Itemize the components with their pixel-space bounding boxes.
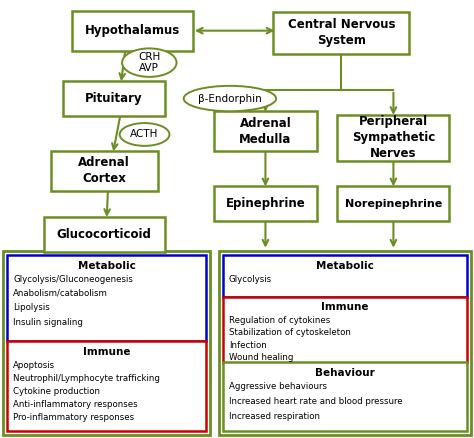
FancyBboxPatch shape bbox=[337, 186, 449, 222]
FancyBboxPatch shape bbox=[63, 81, 165, 116]
Text: Adrenal
Medulla: Adrenal Medulla bbox=[239, 117, 292, 146]
Text: Aggressive behaviours: Aggressive behaviours bbox=[229, 382, 327, 391]
Text: Insulin signaling: Insulin signaling bbox=[13, 318, 83, 327]
FancyBboxPatch shape bbox=[223, 255, 467, 297]
FancyBboxPatch shape bbox=[337, 115, 449, 161]
Text: Wound healing: Wound healing bbox=[229, 353, 293, 362]
Text: Immune: Immune bbox=[321, 303, 369, 312]
Ellipse shape bbox=[183, 86, 276, 111]
Text: Cytokine production: Cytokine production bbox=[13, 387, 100, 396]
Text: Infection: Infection bbox=[229, 341, 267, 350]
Text: Metabolic: Metabolic bbox=[316, 261, 374, 271]
Text: Pro-inflammatory responses: Pro-inflammatory responses bbox=[13, 413, 135, 422]
FancyBboxPatch shape bbox=[214, 186, 317, 222]
Ellipse shape bbox=[119, 123, 169, 146]
Text: Anti-inflammatory responses: Anti-inflammatory responses bbox=[13, 400, 138, 409]
Text: Norepinephrine: Norepinephrine bbox=[345, 199, 442, 208]
FancyBboxPatch shape bbox=[219, 251, 471, 435]
Text: Increased respiration: Increased respiration bbox=[229, 413, 320, 421]
Text: β-Endorphin: β-Endorphin bbox=[198, 94, 262, 103]
FancyBboxPatch shape bbox=[223, 297, 467, 363]
Text: Adrenal
Cortex: Adrenal Cortex bbox=[78, 156, 130, 185]
FancyBboxPatch shape bbox=[214, 112, 317, 152]
Text: ACTH: ACTH bbox=[130, 130, 159, 139]
Text: Neutrophil/Lymphocyte trafficking: Neutrophil/Lymphocyte trafficking bbox=[13, 374, 160, 383]
Text: Apoptosis: Apoptosis bbox=[13, 361, 55, 370]
FancyBboxPatch shape bbox=[51, 151, 158, 191]
Text: Central Nervous
System: Central Nervous System bbox=[288, 18, 395, 47]
FancyBboxPatch shape bbox=[223, 362, 467, 431]
Text: Regulation of cytokines: Regulation of cytokines bbox=[229, 316, 330, 325]
Text: Epinephrine: Epinephrine bbox=[226, 197, 305, 210]
Text: Glycolysis: Glycolysis bbox=[229, 275, 272, 283]
FancyBboxPatch shape bbox=[7, 255, 206, 341]
Text: Peripheral
Sympathetic
Nerves: Peripheral Sympathetic Nerves bbox=[352, 116, 435, 160]
FancyBboxPatch shape bbox=[44, 217, 165, 252]
FancyBboxPatch shape bbox=[7, 341, 206, 431]
Text: Glucocorticoid: Glucocorticoid bbox=[57, 228, 152, 241]
Text: Behaviour: Behaviour bbox=[315, 368, 375, 378]
Text: Increased heart rate and blood pressure: Increased heart rate and blood pressure bbox=[229, 397, 402, 406]
FancyBboxPatch shape bbox=[273, 12, 409, 54]
Text: Pituitary: Pituitary bbox=[85, 92, 143, 105]
Text: Hypothalamus: Hypothalamus bbox=[85, 24, 180, 37]
Text: Glycolysis/Gluconeogenesis: Glycolysis/Gluconeogenesis bbox=[13, 275, 133, 283]
Text: Immune: Immune bbox=[83, 347, 130, 357]
Text: CRH
AVP: CRH AVP bbox=[138, 52, 160, 74]
FancyBboxPatch shape bbox=[72, 11, 193, 51]
Text: Lipolysis: Lipolysis bbox=[13, 304, 50, 312]
Text: Anabolism/catabolism: Anabolism/catabolism bbox=[13, 289, 108, 298]
Text: Metabolic: Metabolic bbox=[78, 261, 136, 271]
Text: Stabilization of cytoskeleton: Stabilization of cytoskeleton bbox=[229, 328, 351, 337]
FancyBboxPatch shape bbox=[3, 251, 210, 435]
Ellipse shape bbox=[122, 49, 176, 77]
